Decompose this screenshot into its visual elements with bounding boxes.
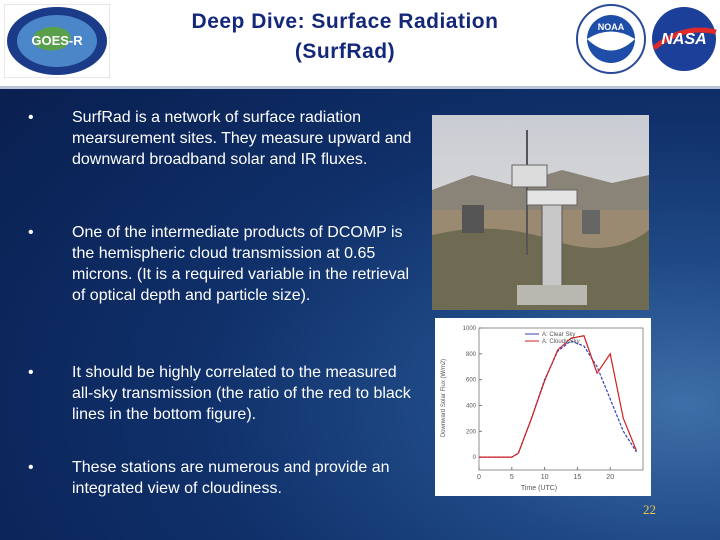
y-tick-label: 600 — [466, 378, 477, 384]
noaa-logo: NOAA — [576, 4, 646, 74]
y-axis-label: Downward Solar Flux (W/m2) — [441, 359, 447, 437]
x-tick-label: 20 — [606, 474, 614, 481]
logo-text: NASA — [661, 31, 706, 48]
legend-label: A: Cloudy Sky — [542, 339, 580, 345]
plot-frame — [478, 327, 644, 471]
x-tick-label: 10 — [541, 474, 549, 481]
title-line: Deep Dive: Surface Radiation — [191, 10, 499, 33]
nasa-logo: NASA — [652, 7, 717, 71]
page-number: 22 — [643, 502, 656, 517]
x-axis-label: Time (UTC) — [521, 485, 557, 492]
series-line — [479, 335, 637, 458]
y-tick-label: 400 — [466, 403, 477, 409]
title-line: (SurfRad) — [294, 40, 396, 63]
bullet: It should be highly correlated to the me… — [28, 362, 417, 425]
goes-logo: GOES-R — [4, 4, 110, 78]
bullet: One of the intermediate products of DCOM… — [28, 222, 417, 306]
flux-chart: Time (UTC) Downward Solar Flux (W/m2) 0 2… — [435, 318, 651, 496]
y-tick-label: 200 — [466, 429, 477, 435]
x-tick-label: 5 — [510, 474, 514, 481]
x-tick-label: 15 — [574, 474, 582, 481]
logo-text: GOES-R — [31, 33, 83, 48]
site-photo — [432, 115, 649, 310]
bullet: SurfRad is a network of surface radiatio… — [28, 107, 417, 170]
series-line — [479, 340, 637, 458]
y-tick-label: 800 — [466, 352, 477, 358]
header-rule — [0, 86, 720, 89]
chart-background — [435, 318, 651, 496]
legend-label: A: Clear Sky — [542, 332, 575, 338]
bullet: These stations are numerous and provide … — [28, 457, 417, 499]
logo-text: NOAA — [598, 22, 625, 32]
x-tick-label: 0 — [477, 474, 481, 481]
y-tick-label: 1000 — [463, 326, 477, 332]
y-tick-label: 0 — [473, 455, 477, 461]
